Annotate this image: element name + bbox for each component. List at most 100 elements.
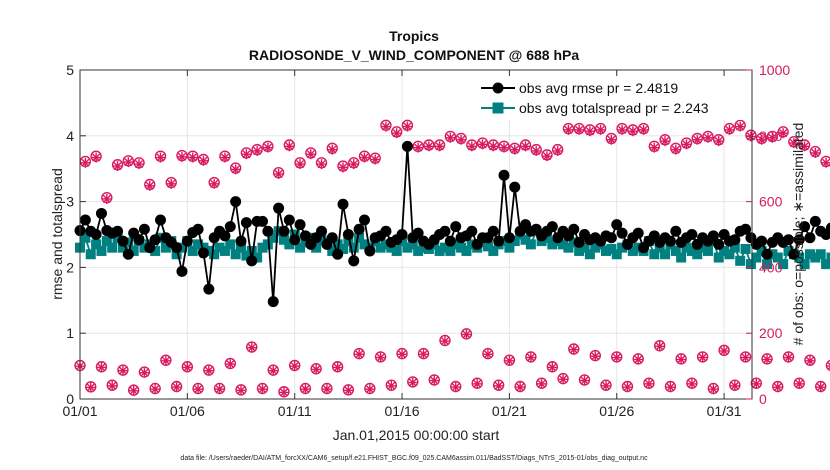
spread-point xyxy=(91,239,102,250)
spread-point xyxy=(563,242,574,253)
spread-point xyxy=(520,234,531,245)
spread-point xyxy=(391,245,402,256)
y-right-tick-label: 200 xyxy=(759,325,783,341)
obs-assimilated-point xyxy=(300,384,311,395)
obs-assimilated-point xyxy=(370,154,381,165)
rmse-point xyxy=(401,140,413,152)
spread-point xyxy=(826,252,830,263)
rmse-point xyxy=(90,229,102,240)
spread-point xyxy=(461,245,472,256)
obs-assimilated-point xyxy=(579,375,590,386)
spread-point xyxy=(547,239,558,250)
obs-assimilated-point xyxy=(804,355,815,366)
spread-point xyxy=(402,242,413,253)
spread-point xyxy=(338,243,349,254)
rmse-point xyxy=(79,214,91,226)
obs-assimilated-point xyxy=(493,380,504,391)
x-tick-label: 01/31 xyxy=(707,403,742,419)
spread-point xyxy=(375,242,386,253)
spread-point xyxy=(660,249,671,260)
obs-assimilated-point xyxy=(794,378,805,389)
obs-assimilated-point xyxy=(107,380,118,391)
spread-point xyxy=(702,245,713,256)
rmse-point xyxy=(294,219,306,231)
spread-point xyxy=(236,242,247,253)
obs-assimilated-point xyxy=(670,144,681,155)
rmse-point xyxy=(412,227,424,239)
obs-assimilated-point xyxy=(515,382,526,393)
spread-point xyxy=(348,242,359,253)
rmse-point xyxy=(756,235,768,247)
obs-assimilated-point xyxy=(783,352,794,363)
obs-assimilated-point xyxy=(762,354,773,365)
rmse-point xyxy=(670,225,682,237)
obs-assimilated-point xyxy=(203,365,214,376)
obs-assimilated-point xyxy=(413,142,424,153)
obs-assimilated-point xyxy=(482,349,493,360)
obs-assimilated-point xyxy=(252,145,263,156)
obs-assimilated-point xyxy=(375,352,386,363)
obs-assimilated-point xyxy=(643,378,654,389)
rmse-point xyxy=(122,248,134,260)
obs-assimilated-point xyxy=(380,121,391,132)
obs-assimilated-point xyxy=(166,178,177,189)
obs-assimilated-point xyxy=(246,342,257,353)
rmse-point xyxy=(224,221,236,233)
spread-point xyxy=(214,242,225,253)
obs-assimilated-point xyxy=(729,380,740,391)
rmse-point xyxy=(493,235,505,247)
spread-point xyxy=(745,259,756,270)
obs-assimilated-point xyxy=(397,349,408,360)
obs-assimilated-point xyxy=(386,380,397,391)
spread-point xyxy=(751,252,762,263)
spread-point xyxy=(128,245,139,256)
x-tick-label: 01/06 xyxy=(170,403,205,419)
obs-assimilated-point xyxy=(574,124,585,135)
obs-assimilated-point xyxy=(826,362,830,371)
rmse-point xyxy=(707,230,719,242)
obs-assimilated-point xyxy=(595,124,606,135)
obs-assimilated-point xyxy=(445,132,456,143)
rmse-point xyxy=(181,235,193,247)
obs-assimilated-point xyxy=(466,141,477,152)
obs-assimilated-point xyxy=(456,134,467,145)
y-axis-right-label: # of obs: o=possible; ∗=assimilated xyxy=(790,123,806,346)
spread-point xyxy=(123,237,134,248)
obs-assimilated-point xyxy=(627,126,638,137)
obs-assimilated-point xyxy=(751,378,762,389)
obs-assimilated-point xyxy=(423,141,434,152)
spread-point xyxy=(713,252,724,263)
rmse-point xyxy=(342,229,354,240)
obs-assimilated-point xyxy=(160,355,171,366)
spread-point xyxy=(810,252,821,263)
obs-assimilated-point xyxy=(638,124,649,135)
spread-point xyxy=(509,236,520,247)
obs-assimilated-point xyxy=(268,365,279,376)
spread-point xyxy=(611,249,622,260)
spread-point xyxy=(735,255,746,266)
y-tick-label: 5 xyxy=(66,62,74,78)
spread-point xyxy=(574,245,585,256)
rmse-point xyxy=(240,217,252,229)
obs-assimilated-point xyxy=(665,382,676,393)
spread-point xyxy=(354,232,365,243)
spread-point xyxy=(729,242,740,253)
spread-point xyxy=(692,249,703,260)
rmse-point xyxy=(171,242,183,254)
rmse-point xyxy=(825,222,830,234)
rmse-point xyxy=(283,214,295,226)
rmse-point xyxy=(289,234,301,246)
spread-point xyxy=(418,242,429,253)
spread-point xyxy=(96,245,107,256)
spread-point xyxy=(225,239,236,250)
x-tick-label: 01/01 xyxy=(62,403,97,419)
obs-assimilated-point xyxy=(241,149,252,160)
spread-point xyxy=(209,249,220,260)
spread-point xyxy=(627,245,638,256)
spread-point xyxy=(740,243,751,254)
spread-point xyxy=(257,242,268,253)
obs-assimilated-point xyxy=(391,128,402,139)
rmse-point xyxy=(155,214,167,226)
rmse-point xyxy=(95,207,107,219)
x-axis-label: Jan.01,2015 00:00:00 start xyxy=(333,427,500,443)
